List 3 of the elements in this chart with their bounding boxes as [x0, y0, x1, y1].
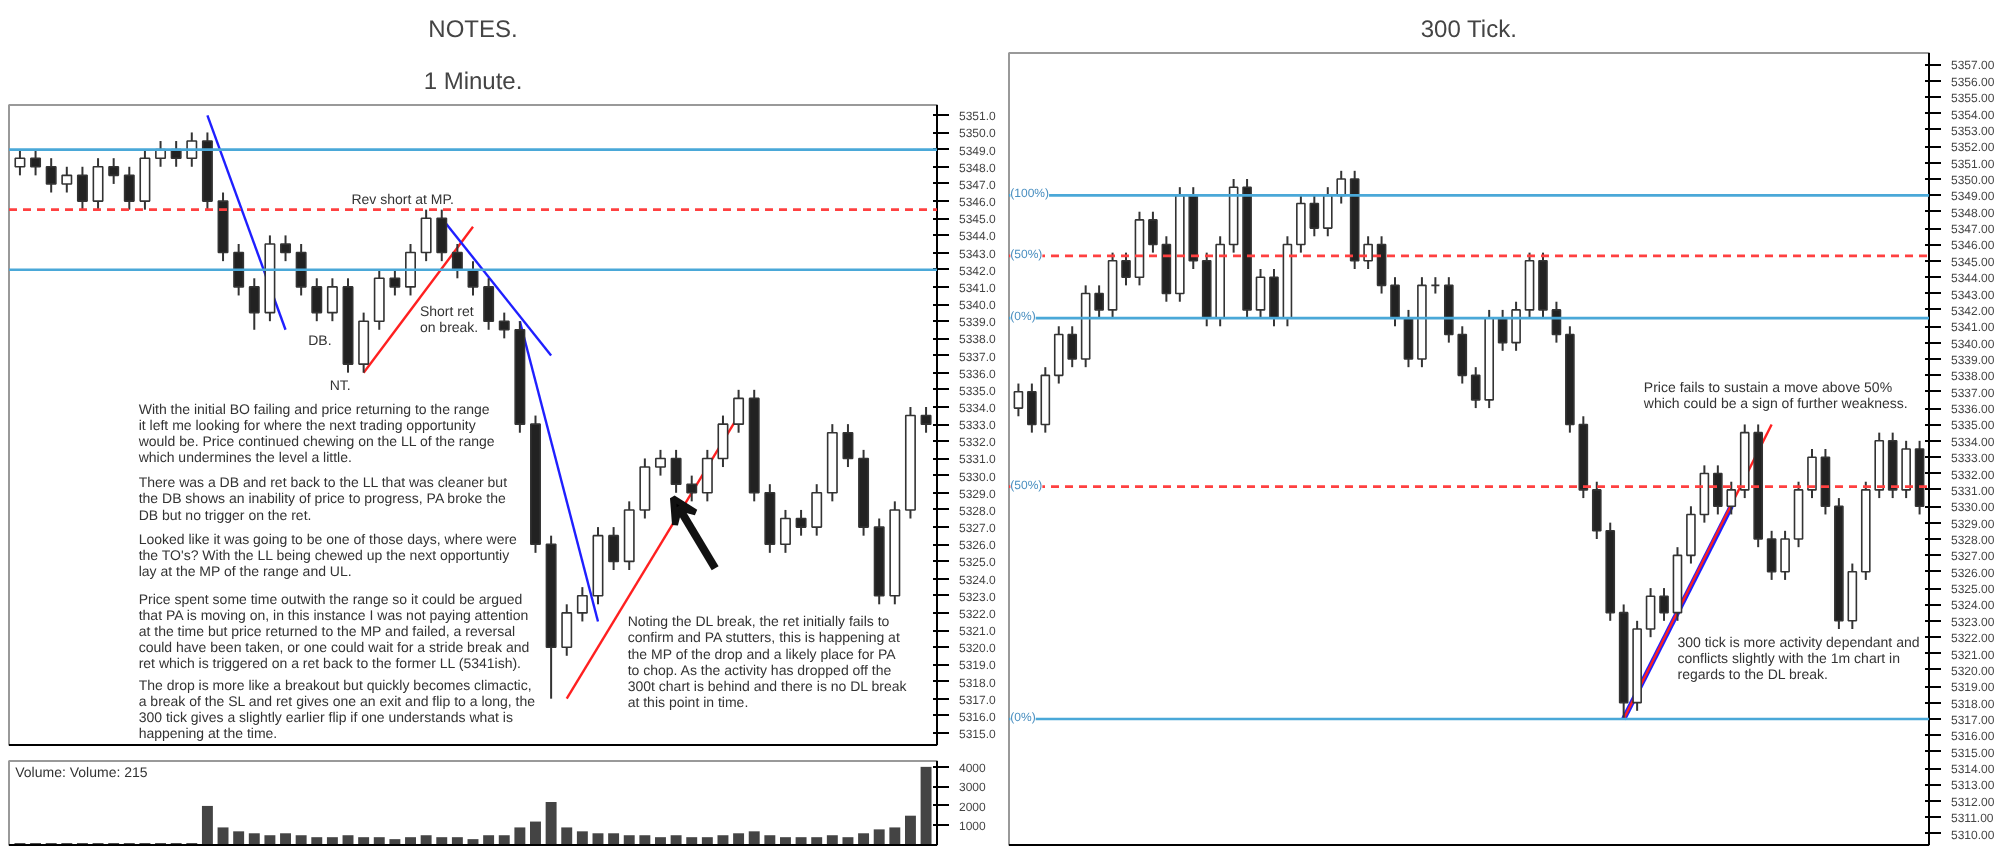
chart-title: NOTES.	[428, 15, 518, 43]
chart-subtitle: 1 Minute.	[423, 67, 523, 95]
chart-title: 300 Tick.	[1420, 15, 1517, 43]
